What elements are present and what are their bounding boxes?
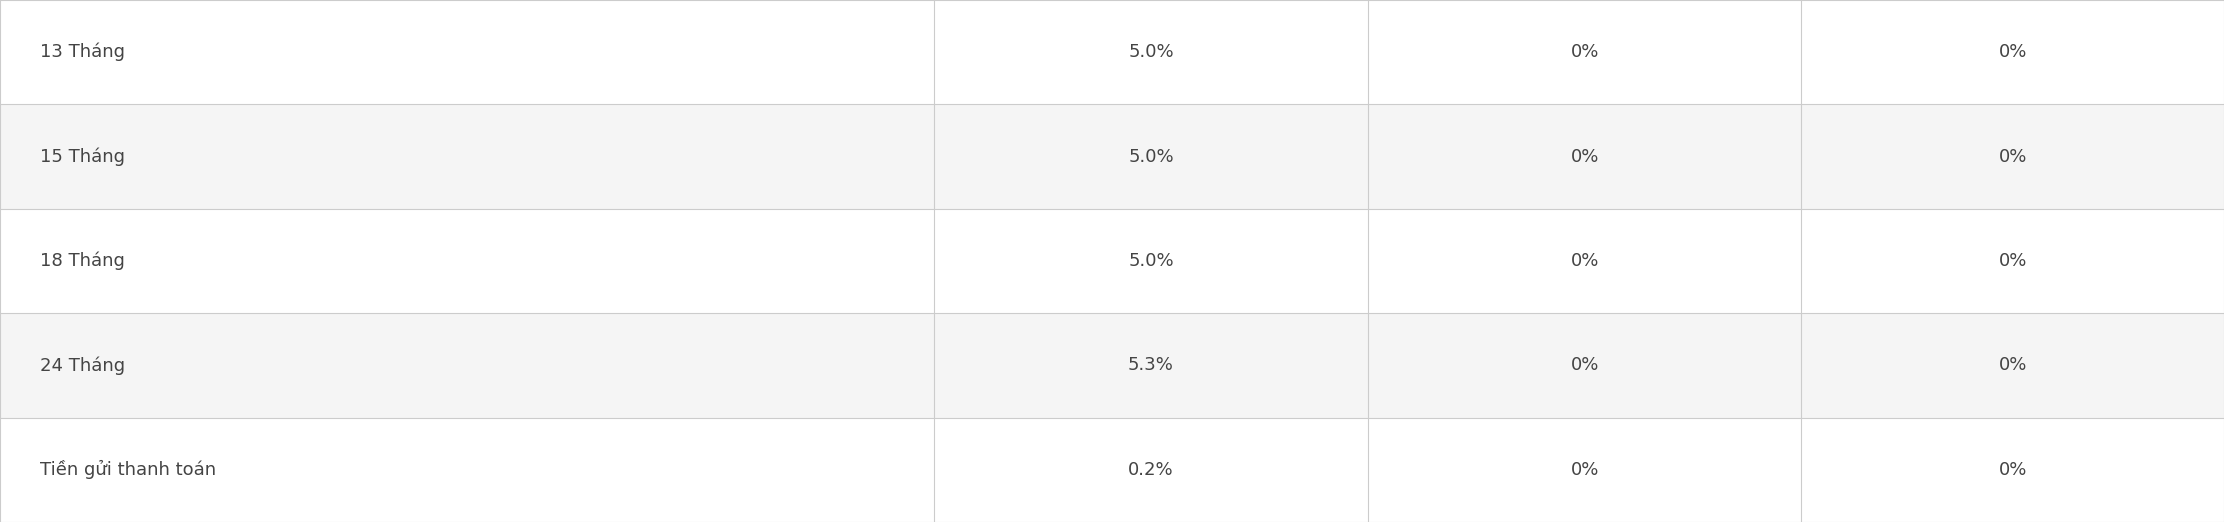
Text: 15 Tháng: 15 Tháng — [40, 147, 125, 166]
FancyBboxPatch shape — [0, 0, 2224, 104]
FancyBboxPatch shape — [0, 313, 2224, 418]
Text: 13 Tháng: 13 Tháng — [40, 43, 125, 62]
Text: 0%: 0% — [1570, 461, 1599, 479]
Text: 0%: 0% — [1570, 357, 1599, 374]
Text: 0%: 0% — [1999, 43, 2026, 61]
Text: 0%: 0% — [1570, 43, 1599, 61]
FancyBboxPatch shape — [0, 104, 2224, 209]
Text: 24 Tháng: 24 Tháng — [40, 356, 125, 375]
Text: 0%: 0% — [1570, 252, 1599, 270]
Text: 0%: 0% — [1999, 461, 2026, 479]
FancyBboxPatch shape — [0, 209, 2224, 313]
Text: 18 Tháng: 18 Tháng — [40, 252, 125, 270]
Text: 5.3%: 5.3% — [1128, 357, 1174, 374]
Text: 5.0%: 5.0% — [1128, 43, 1174, 61]
Text: 0.2%: 0.2% — [1128, 461, 1174, 479]
Text: 0%: 0% — [1999, 252, 2026, 270]
Text: 5.0%: 5.0% — [1128, 252, 1174, 270]
FancyBboxPatch shape — [0, 418, 2224, 522]
Text: 0%: 0% — [1999, 148, 2026, 165]
Text: Tiền gửi thanh toán: Tiền gửi thanh toán — [40, 460, 216, 479]
Text: 0%: 0% — [1999, 357, 2026, 374]
Text: 5.0%: 5.0% — [1128, 148, 1174, 165]
Text: 0%: 0% — [1570, 148, 1599, 165]
